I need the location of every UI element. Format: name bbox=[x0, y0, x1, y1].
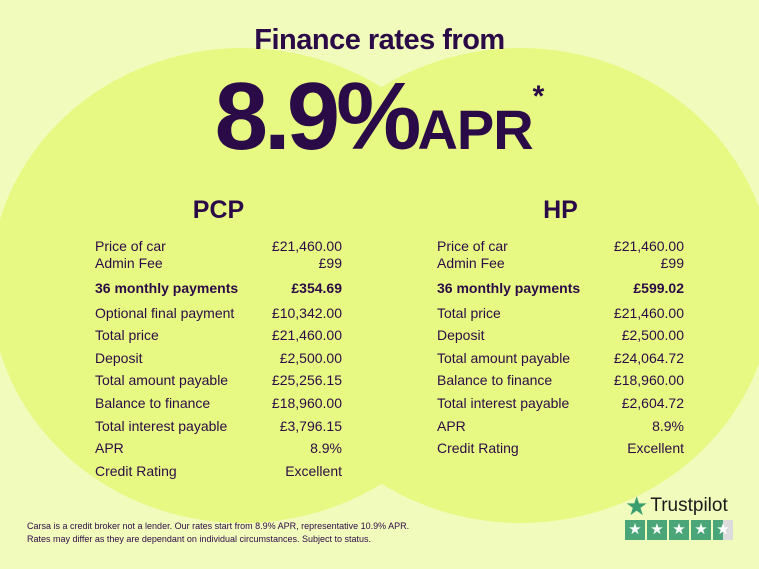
disclaimer: Carsa is a credit broker not a lender. O… bbox=[27, 520, 409, 546]
finance-row: Deposit £2,500.00 bbox=[437, 324, 684, 347]
rate-display: 8.9%APR* bbox=[0, 62, 759, 172]
row-label: Price of car bbox=[437, 238, 508, 254]
finance-row: Total interest payable £2,604.72 bbox=[437, 392, 684, 415]
row-value: Excellent bbox=[627, 440, 684, 457]
row-label: Credit Rating bbox=[437, 440, 519, 457]
row-label: Total amount payable bbox=[95, 372, 229, 389]
rating-star-icon: ★ bbox=[713, 520, 733, 540]
row-value: £99 bbox=[318, 255, 342, 271]
row-value: £21,460.00 bbox=[271, 238, 342, 254]
finance-row: 36 monthly payments £599.02 bbox=[437, 277, 684, 300]
headline: Finance rates from bbox=[254, 24, 505, 56]
row-label: Optional final payment bbox=[95, 304, 235, 321]
row-value: £354.69 bbox=[291, 280, 342, 296]
row-value: £2,500.00 bbox=[621, 327, 684, 344]
row-value: £21,460.00 bbox=[613, 238, 684, 254]
row-value: 8.9% bbox=[310, 440, 342, 457]
row-value: £2,500.00 bbox=[279, 349, 342, 366]
finance-row: Total amount payable £24,064.72 bbox=[437, 347, 684, 370]
apr-label: APR bbox=[417, 98, 533, 161]
finance-row: 36 monthly payments £354.69 bbox=[95, 277, 342, 300]
row-label: Deposit bbox=[437, 327, 485, 344]
row-label: Admin Fee bbox=[95, 255, 163, 271]
row-label: Admin Fee bbox=[437, 255, 505, 271]
finance-row: APR 8.9% bbox=[437, 415, 684, 438]
row-label: Total interest payable bbox=[437, 394, 570, 411]
asterisk: * bbox=[532, 80, 545, 113]
disclaimer-line-2: Rates may differ as they are dependant o… bbox=[27, 534, 372, 544]
trustpilot-star-icon: ★ bbox=[625, 491, 649, 521]
row-label: Balance to finance bbox=[95, 394, 211, 411]
row-label: Deposit bbox=[95, 349, 143, 366]
row-value: £21,460.00 bbox=[613, 304, 684, 321]
row-value: £99 bbox=[660, 255, 684, 271]
finance-row: Total amount payable £25,256.15 bbox=[95, 369, 342, 392]
finance-row: Balance to finance £18,960.00 bbox=[437, 369, 684, 392]
row-value: £18,960.00 bbox=[271, 394, 342, 411]
pcp-column: PCP Price of car £21,460.00 Admin Fee £99 36… bbox=[95, 196, 342, 482]
trustpilot-rating: ★ ★ ★ ★ ★ bbox=[625, 520, 733, 540]
row-label: Balance to finance bbox=[437, 372, 553, 389]
background-circle-right bbox=[268, 48, 759, 523]
row-value: £25,256.15 bbox=[271, 372, 342, 389]
rate-value: 8.9% bbox=[214, 63, 422, 170]
row-value: Excellent bbox=[285, 462, 342, 479]
trustpilot-badge: ★ Trustpilot ★ ★ ★ ★ ★ bbox=[625, 491, 733, 540]
row-value: £599.02 bbox=[633, 280, 684, 296]
row-label: 36 monthly payments bbox=[95, 280, 239, 296]
row-label: Total price bbox=[437, 304, 501, 321]
finance-row: Total price £21,460.00 bbox=[95, 324, 342, 347]
row-label: 36 monthly payments bbox=[437, 280, 581, 296]
pcp-title: PCP bbox=[192, 196, 245, 224]
row-value: £18,960.00 bbox=[613, 372, 684, 389]
finance-row: Deposit £2,500.00 bbox=[95, 347, 342, 370]
hp-title: HP bbox=[543, 196, 578, 224]
row-value: £21,460.00 bbox=[271, 327, 342, 344]
finance-row: Admin Fee £99 bbox=[437, 255, 684, 272]
row-value: £2,604.72 bbox=[621, 394, 684, 411]
disclaimer-line-1: Carsa is a credit broker not a lender. O… bbox=[27, 521, 410, 531]
row-label: APR bbox=[95, 440, 124, 457]
finance-row: Price of car £21,460.00 bbox=[437, 238, 684, 255]
row-label: Total amount payable bbox=[437, 349, 571, 366]
row-label: Total price bbox=[95, 327, 159, 344]
row-label: Credit Rating bbox=[95, 462, 177, 479]
finance-row: Credit Rating Excellent bbox=[437, 437, 684, 460]
finance-row: Credit Rating Excellent bbox=[95, 460, 342, 483]
finance-row: Total interest payable £3,796.15 bbox=[95, 415, 342, 438]
finance-row: Total price £21,460.00 bbox=[437, 302, 684, 325]
rating-star-icon: ★ bbox=[669, 520, 689, 540]
row-label: APR bbox=[437, 417, 466, 434]
rating-star-icon: ★ bbox=[625, 520, 645, 540]
row-value: £24,064.72 bbox=[613, 349, 684, 366]
row-value: £10,342.00 bbox=[271, 304, 342, 321]
row-value: 8.9% bbox=[652, 417, 684, 434]
trustpilot-name: Trustpilot bbox=[650, 495, 728, 516]
rating-star-icon: ★ bbox=[691, 520, 711, 540]
finance-row: APR 8.9% bbox=[95, 437, 342, 460]
rating-star-icon: ★ bbox=[647, 520, 667, 540]
row-label: Total interest payable bbox=[95, 417, 228, 434]
row-value: £3,796.15 bbox=[279, 417, 342, 434]
finance-row: Balance to finance £18,960.00 bbox=[95, 392, 342, 415]
row-label: Price of car bbox=[95, 238, 166, 254]
finance-row: Optional final payment £10,342.00 bbox=[95, 302, 342, 325]
finance-row: Admin Fee £99 bbox=[95, 255, 342, 272]
hp-column: HP Price of car £21,460.00 Admin Fee £99 36 … bbox=[437, 196, 684, 460]
finance-row: Price of car £21,460.00 bbox=[95, 238, 342, 255]
